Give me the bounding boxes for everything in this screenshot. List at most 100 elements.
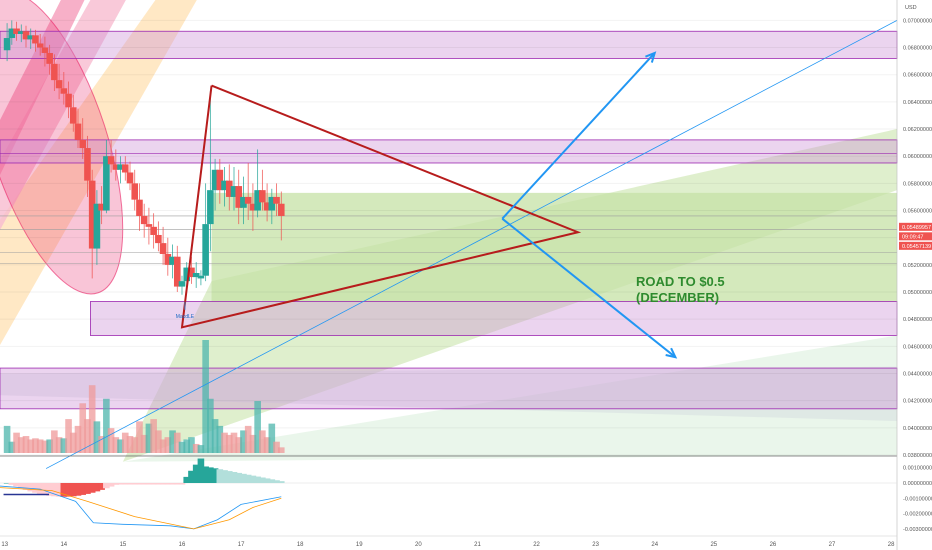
volume-bar [121,432,129,453]
candle-body [259,190,266,203]
candle-body [27,35,35,40]
candle-body [145,224,153,227]
macd-histogram-bar [173,483,181,485]
price-tag-label: 09:09:47 [902,234,923,240]
candle-body [178,281,186,287]
grey-band [0,366,897,422]
macd-histogram-bar [197,458,205,483]
volume-bar [145,423,153,453]
date-tick-label: 24 [651,542,658,548]
volume-bar [197,445,205,453]
volume-bar [268,423,276,453]
sr-zone [0,30,898,59]
candle-body [84,148,91,181]
price-tag-label: 0.05457139 [902,244,931,250]
highlight-ellipse [0,0,124,295]
candle-body [164,253,172,265]
candle-body [79,139,87,149]
price-tick-label: 0.06400000 [903,100,932,106]
volume-bar [65,419,72,453]
date-tick-label: 13 [1,542,8,548]
candle-body [131,183,139,200]
candle-body [202,224,209,276]
volume-bar [41,440,49,453]
candle-body [230,186,238,197]
candle-body [277,203,285,216]
volume-bar [202,340,209,453]
volume-bar [273,441,280,453]
volume-bar [211,419,219,453]
macd-histogram-bar [164,483,172,485]
macd-histogram-bar [202,466,209,483]
macd-histogram-bar [117,483,124,485]
candle-body [88,180,96,249]
macd-histogram-bar [13,483,20,487]
volume-bar [126,436,134,453]
price-tick-label: 0.05200000 [903,263,932,269]
macd-histogram-bar [65,483,72,497]
candle-body [136,199,143,216]
candle-body [51,63,58,81]
candle-body [235,186,243,208]
volume-bar [27,439,35,453]
candle-body [244,196,252,204]
candle-body [183,267,191,282]
volume-bar [192,443,200,453]
candle-body [268,196,276,211]
price-tick-label: 0.06200000 [903,127,932,133]
volume-bar [46,439,53,453]
macd-tick-label: -0.00200000 [903,512,932,518]
macd-histogram-bar [8,483,16,485]
price-tick-label: 0.04000000 [903,426,932,432]
macd-histogram-bar [3,483,11,484]
date-tick-label: 27 [829,542,836,548]
candle-body [207,190,214,225]
macd-histogram-bar [249,475,257,483]
candle-body [69,107,77,124]
sr-zone [0,139,898,164]
macd-histogram-bar [27,483,35,492]
sr-zone [0,367,898,410]
macd-histogram-bar [69,483,77,497]
orange-channel-band [0,0,197,345]
macd-histogram-bar [150,483,157,485]
macd-histogram-bar [159,483,167,485]
volume-bar [88,385,96,453]
price-tick-label: 0.04800000 [903,317,932,323]
macd-histogram-bar [145,483,153,485]
price-tick-label: 0.04600000 [903,344,932,350]
macd-histogram-bar [98,483,105,490]
candle-body [254,190,261,211]
volume-bar [235,437,243,453]
macd-tick-label: 0.00000000 [903,481,932,487]
green-lower-band [122,335,898,462]
trend-line [45,20,898,469]
date-tick-label: 14 [60,542,67,548]
candle-body [140,215,148,225]
date-tick-label: 16 [179,542,186,548]
macd-histogram-bar [60,483,68,497]
volume-bar [249,434,257,453]
volume-bar [240,430,247,453]
date-tick-label: 18 [297,542,304,548]
macd-histogram-bar [103,483,110,489]
macd-histogram-bar [211,468,219,483]
macd-histogram-bar [254,476,261,483]
volume-bar [259,430,266,453]
volume-bar [55,437,63,453]
green-zone-box [211,192,897,302]
pink-channel-band [0,0,126,230]
signal-line [0,487,282,530]
macd-histogram-bar [41,483,49,495]
volume-bar [93,421,101,453]
candle-body [240,196,247,208]
candle-body [32,35,39,44]
candle-body [22,31,30,40]
price-tick-label: 0.03800000 [903,453,932,459]
macd-histogram-bar [178,483,186,485]
macd-histogram-bar [259,477,266,483]
volume-bar [230,432,238,453]
volume-bar [79,403,87,453]
macd-histogram-bar [235,472,243,483]
